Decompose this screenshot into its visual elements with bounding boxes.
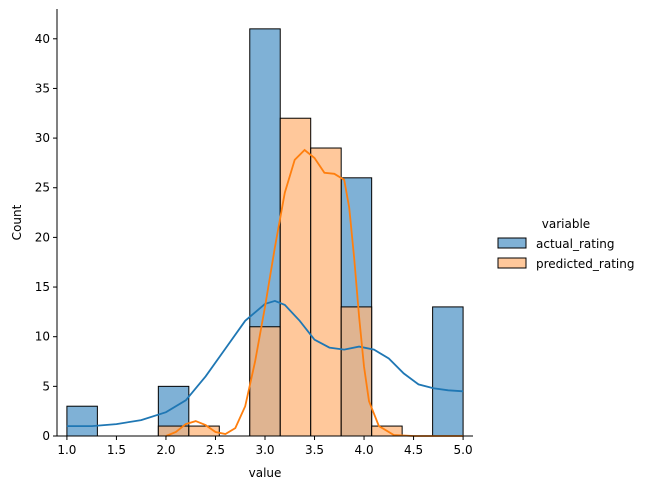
actual-rating-legend-swatch xyxy=(497,237,527,249)
predicted-rating-legend-label: predicted_rating xyxy=(536,257,634,271)
x-tick-label: 1.5 xyxy=(107,443,126,457)
predicted-rating-bar-3 xyxy=(157,425,190,437)
y-axis-label: Count xyxy=(10,204,24,240)
predicted-rating-bar-7 xyxy=(279,117,312,437)
predicted-rating-bar-6 xyxy=(249,326,281,437)
x-tick-label: 1.0 xyxy=(57,443,76,457)
y-tick-label: 20 xyxy=(35,230,50,244)
actual-rating-bar-0 xyxy=(66,405,98,437)
predicted-rating-bar-9 xyxy=(340,306,373,437)
x-tick-label: 4.5 xyxy=(404,443,423,457)
predicted-rating-legend-swatch xyxy=(497,257,527,269)
actual-rating-bar-12 xyxy=(432,306,464,437)
x-tick-label: 3.5 xyxy=(305,443,324,457)
legend: variable actual_rating predicted_rating xyxy=(497,217,634,271)
predicted-rating-kde-line xyxy=(165,148,464,437)
legend-title: variable xyxy=(542,217,590,231)
y-tick-label: 35 xyxy=(35,81,50,95)
y-tick-label: 5 xyxy=(42,379,50,393)
y-axis-ticks: 0 5 10 15 20 25 30 35 40 xyxy=(35,32,57,443)
y-tick-label: 0 xyxy=(42,429,50,443)
x-axis-ticks: 1.0 1.5 2.0 2.5 3.0 3.5 4.0 4.5 5.0 xyxy=(57,436,473,457)
x-tick-label: 2.0 xyxy=(156,443,175,457)
predicted-rating-bar-8 xyxy=(310,147,342,437)
x-tick-label: 4.0 xyxy=(355,443,374,457)
x-tick-label: 5.0 xyxy=(454,443,473,457)
y-tick-label: 15 xyxy=(35,280,50,294)
kde-curves xyxy=(66,148,464,437)
x-tick-label: 2.5 xyxy=(206,443,225,457)
x-tick-label: 3.0 xyxy=(255,443,274,457)
x-axis-label: value xyxy=(249,466,282,480)
y-tick-label: 30 xyxy=(35,131,50,145)
y-tick-label: 40 xyxy=(35,32,50,46)
actual-rating-legend-label: actual_rating xyxy=(536,237,615,251)
y-tick-label: 10 xyxy=(35,330,50,344)
actual-rating-kde-line xyxy=(66,299,464,427)
y-tick-label: 25 xyxy=(35,181,50,195)
